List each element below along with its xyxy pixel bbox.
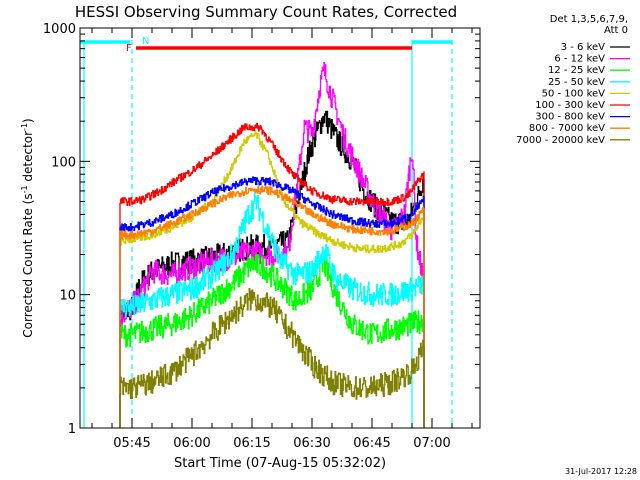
legend-label: 6 - 12 keV (554, 54, 605, 65)
y-tick-label: 100 (51, 155, 76, 170)
flag-label-F: F (126, 43, 132, 54)
legend-label: 7000 - 20000 keV (516, 135, 605, 146)
legend-label: 50 - 100 keV (542, 88, 606, 99)
x-tick-label: 06:30 (293, 436, 330, 451)
flag-label-N: N (142, 36, 149, 47)
legend-label: 300 - 800 keV (535, 112, 605, 123)
x-axis-label: Start Time (07-Aug-15 05:32:02) (174, 456, 386, 471)
y-axis: 1 10 100 1000 (43, 22, 480, 437)
y-tick-label: 1 (68, 422, 76, 437)
legend-label: 100 - 300 keV (535, 100, 605, 111)
chart-title: HESSI Observing Summary Count Rates, Cor… (75, 3, 457, 21)
legend-label: 3 - 6 keV (561, 42, 605, 53)
series-line-5 (119, 122, 425, 428)
x-tick-label: 06:45 (353, 436, 390, 451)
x-axis: 05:45 06:00 06:15 06:30 06:45 07:00 (91, 28, 473, 451)
y-tick-label: 1000 (43, 22, 76, 37)
legend-label: 25 - 50 keV (548, 77, 605, 88)
legend-label: 800 - 7000 keV (529, 123, 605, 134)
series-line-2 (119, 253, 425, 428)
y-axis-label: Corrected Count Rate (s-1 detector-1) (20, 118, 35, 337)
timestamp: 31-Jul-2017 12:28 (565, 467, 637, 476)
series-line-4 (119, 130, 425, 428)
series-line-8 (119, 287, 425, 428)
series-line-7 (119, 185, 425, 428)
legend-label: 12 - 25 keV (548, 65, 605, 76)
flag-bars: NF (80, 36, 452, 54)
x-tick-label: 06:00 (173, 436, 210, 451)
legend-header: Det 1,3,5,6,7,9, (550, 14, 628, 25)
x-tick-label: 07:00 (413, 436, 450, 451)
series-lines (119, 61, 425, 428)
series-line-6 (119, 176, 425, 428)
legend-header: Att 0 (604, 25, 628, 36)
series-line-3 (119, 192, 425, 428)
x-tick-label: 05:45 (113, 436, 150, 451)
x-tick-label: 06:15 (233, 436, 270, 451)
plot-frame (79, 27, 481, 429)
y-tick-label: 10 (59, 289, 76, 304)
